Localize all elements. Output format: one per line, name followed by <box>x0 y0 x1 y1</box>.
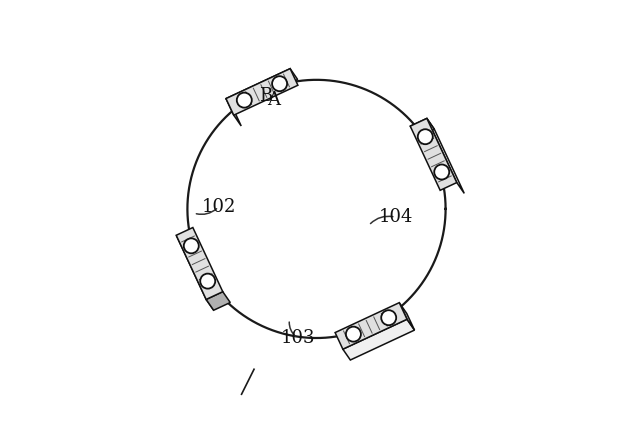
Polygon shape <box>410 119 457 190</box>
Text: 104: 104 <box>379 208 413 226</box>
Circle shape <box>272 76 287 91</box>
Polygon shape <box>335 303 407 349</box>
Text: 102: 102 <box>201 198 236 216</box>
Polygon shape <box>226 69 298 115</box>
Polygon shape <box>399 303 415 330</box>
Text: B: B <box>260 87 273 105</box>
Circle shape <box>418 129 433 144</box>
Text: A: A <box>267 91 280 109</box>
Circle shape <box>381 310 396 325</box>
Polygon shape <box>427 119 464 193</box>
Circle shape <box>237 93 252 108</box>
Circle shape <box>184 238 199 253</box>
Circle shape <box>434 165 449 179</box>
Polygon shape <box>176 227 223 300</box>
Polygon shape <box>343 319 415 360</box>
Polygon shape <box>410 119 434 137</box>
Circle shape <box>200 273 215 289</box>
Text: 103: 103 <box>280 329 315 347</box>
Polygon shape <box>206 292 230 310</box>
Polygon shape <box>226 69 298 109</box>
Polygon shape <box>226 99 241 126</box>
Circle shape <box>346 327 361 342</box>
Polygon shape <box>176 235 214 310</box>
